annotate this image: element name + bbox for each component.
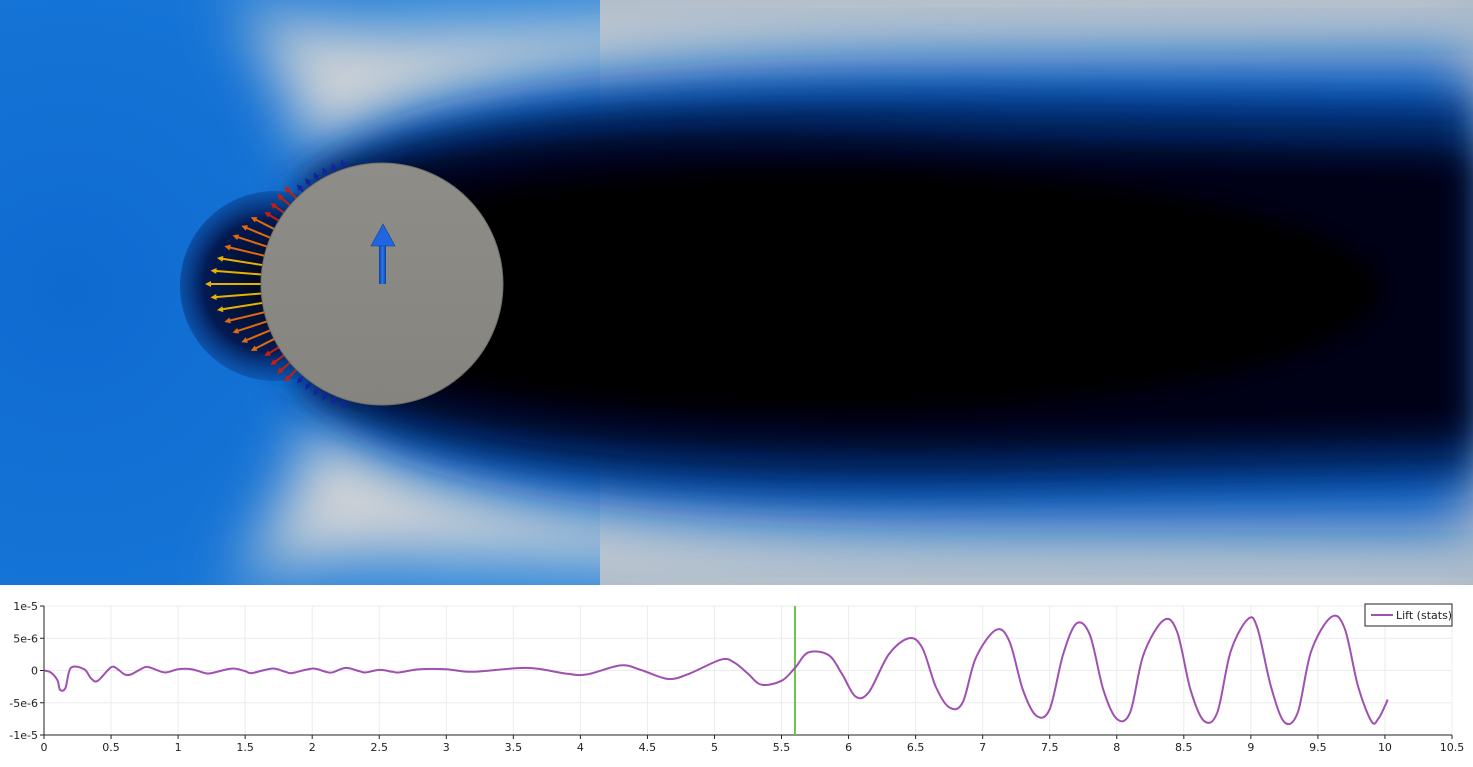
force-vector-head (210, 294, 217, 301)
light-band-top (230, 0, 1473, 180)
legend-box (1364, 603, 1453, 627)
force-vector-head (322, 167, 328, 174)
x-tick-label: 2 (309, 741, 316, 754)
x-tick-label: 8 (1113, 741, 1120, 754)
force-vector-head (216, 255, 224, 262)
x-tick-label: 2.5 (370, 741, 388, 754)
x-tick-label: 4.5 (639, 741, 657, 754)
force-vector-head (224, 317, 231, 324)
x-tick-label: 1 (175, 741, 182, 754)
y-tick-label: -5e-6 (9, 697, 38, 710)
force-vector-head (250, 345, 258, 351)
force-vector-head (277, 194, 284, 201)
x-tick-label: 8.5 (1175, 741, 1193, 754)
lift-chart[interactable]: 0 0.5 1 1.5 2 2.5 3 3.5 4 4.5 5 5.5 6 6.5 7 7.5 8 8.5 9 9.5… (0, 585, 1473, 763)
force-vector-head (296, 184, 304, 191)
force-vector-head (232, 327, 240, 334)
force-vector-head (210, 267, 217, 274)
force-vector-head (340, 401, 347, 409)
x-tick-label: 7 (979, 741, 986, 754)
force-vector (227, 245, 265, 257)
chart-series (43, 614, 1389, 726)
force-vector-head (205, 281, 211, 287)
force-vector (219, 301, 263, 311)
force-vector (213, 292, 262, 299)
force-vector-head (305, 383, 311, 390)
force-vector-head (331, 398, 337, 406)
force-vector (252, 338, 275, 351)
force-vector-head (296, 377, 304, 384)
force-vector (235, 320, 268, 333)
force-vector-head (277, 367, 284, 374)
chart-legend[interactable]: Lift (stats) (1364, 603, 1453, 627)
x-tick-label: 0.5 (102, 741, 120, 754)
legend-label: Lift (stats) (1396, 609, 1452, 622)
force-vector (235, 235, 268, 248)
force-vector (243, 329, 271, 343)
chart-canvas: 0 0.5 1 1.5 2 2.5 3 3.5 4 4.5 5 5.5 6 6.5 7 7.5 8 8.5 9 9.5… (9, 600, 1465, 754)
force-vector-head (305, 178, 311, 185)
x-tick-label: 5.5 (773, 741, 791, 754)
force-vector-head (224, 244, 231, 251)
wake-center (260, 170, 1380, 410)
force-vector-head (241, 225, 249, 231)
force-vector-head (284, 186, 291, 193)
y-tick-label: 1e-5 (13, 600, 38, 613)
y-tick-label: 0 (31, 665, 38, 678)
x-tick-label: 5 (711, 741, 718, 754)
x-tick-label: 3 (443, 741, 450, 754)
x-axis-ticks: 0 0.5 1 1.5 2 2.5 3 3.5 4 4.5 5 5.5 6 6.5 7 7.5 8 8.5 9 9.5… (41, 735, 1465, 754)
x-tick-label: 7.5 (1041, 741, 1059, 754)
y-tick-label: -1e-5 (9, 729, 38, 742)
series-line-lift (43, 614, 1389, 726)
force-vector (243, 225, 271, 239)
force-vector-head (284, 375, 291, 382)
y-tick-label: 5e-6 (13, 632, 38, 645)
force-vector-head (241, 337, 249, 343)
x-tick-label: 4 (577, 741, 584, 754)
force-vector (252, 217, 275, 230)
force-vector-head (216, 306, 224, 313)
x-tick-label: 1.5 (236, 741, 254, 754)
force-vector-head (250, 217, 258, 223)
force-vector-head (340, 159, 347, 167)
x-tick-label: 9 (1247, 741, 1254, 754)
x-tick-label: 0 (41, 741, 48, 754)
force-vector (227, 311, 265, 323)
lift-force-arrow (370, 223, 396, 284)
y-axis-ticks: 1e-5 5e-6 0 -5e-6 -1e-5 (9, 600, 44, 742)
force-vector-head (264, 211, 272, 218)
force-vector-head (232, 234, 240, 241)
force-vector-head (264, 350, 272, 357)
x-tick-label: 9.5 (1309, 741, 1327, 754)
x-tick-label: 3.5 (505, 741, 523, 754)
flow-visualization[interactable] (0, 0, 1473, 585)
light-band-bottom (230, 405, 1473, 585)
force-vector-head (270, 202, 277, 209)
force-vector-head (331, 162, 337, 170)
force-vector-head (313, 172, 320, 179)
x-tick-label: 10 (1378, 741, 1392, 754)
x-tick-label: 6 (845, 741, 852, 754)
chart-grid (43, 605, 1453, 736)
flow-field (0, 0, 1473, 585)
x-tick-label: 6.5 (907, 741, 925, 754)
x-tick-label: 10.5 (1440, 741, 1465, 754)
force-vector (213, 269, 262, 276)
force-vector-head (270, 359, 277, 366)
force-vector (219, 257, 263, 267)
force-vector-head (313, 389, 320, 396)
force-vector-head (322, 394, 328, 401)
